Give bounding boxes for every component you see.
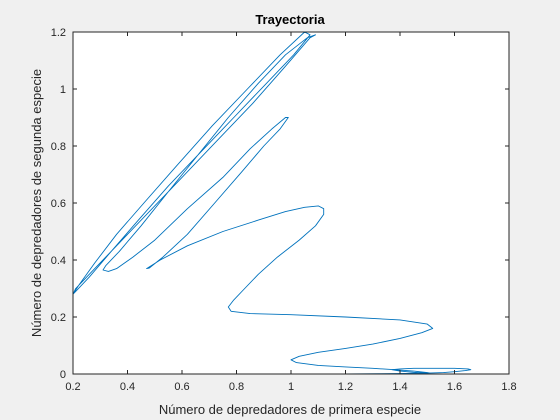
y-tick-label: 0.6: [51, 198, 66, 210]
chart-title: Trayectoria: [255, 12, 325, 27]
chart-marks: [72, 31, 472, 375]
y-tick-label: 0.8: [51, 141, 66, 153]
x-tick-label: 0.8: [229, 381, 244, 393]
y-tick-label: 0.2: [51, 312, 66, 324]
y-tick-label: 1.2: [51, 27, 66, 39]
axis-ticks: 0.2 0.4 0.6 0.8 1 1.2 1.4 1.6 1.800.20.40.60.811…: [51, 27, 517, 393]
y-tick-label: 1: [60, 84, 66, 96]
x-tick-label: 1: [288, 381, 294, 393]
y-tick-label: 0.4: [51, 255, 66, 267]
x-tick-label: 1.6: [447, 381, 462, 393]
trajectory-line: [72, 31, 472, 375]
x-axis-label: Número de depredadores de primera especi…: [159, 402, 421, 417]
y-tick-label: 0: [60, 369, 66, 381]
x-tick-label: 1.4: [392, 381, 407, 393]
x-tick-label: 0.2: [65, 381, 80, 393]
x-tick-label: 0.4: [120, 381, 135, 393]
plot-area: [73, 32, 509, 374]
x-tick-label: 1.2: [338, 381, 353, 393]
y-axis-label: Número de depredadores de segunda especi…: [29, 69, 44, 337]
x-tick-label: 1.8: [501, 381, 516, 393]
x-tick-label: 0.6: [174, 381, 189, 393]
